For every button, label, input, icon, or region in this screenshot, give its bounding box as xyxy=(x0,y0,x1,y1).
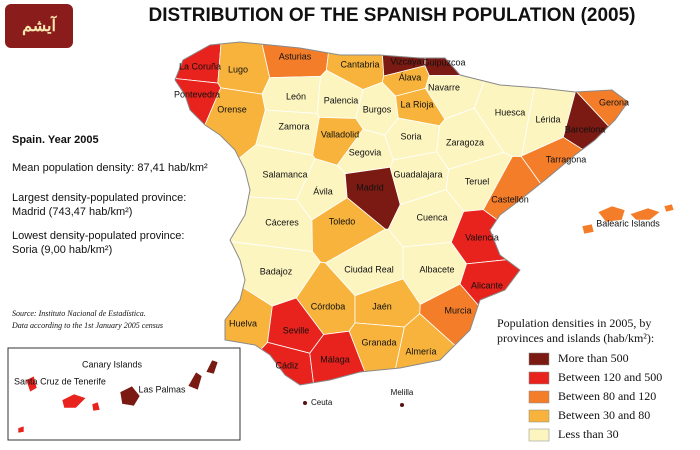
legend-label: Less than 30 xyxy=(558,427,619,441)
province-label: Pontevedra xyxy=(174,89,220,99)
province-label: Tarragona xyxy=(546,154,587,164)
province-label: Cádiz xyxy=(275,360,299,370)
city-label: Melilla xyxy=(391,388,414,397)
province-label: Burgos xyxy=(363,104,392,114)
island xyxy=(205,359,219,375)
province-label: Almería xyxy=(405,346,436,356)
island xyxy=(581,223,595,235)
legend-label: More than 500 xyxy=(558,351,629,365)
province-label: Albacete xyxy=(419,264,454,274)
province-label: Jaén xyxy=(372,301,392,311)
island xyxy=(663,203,675,213)
province-label: Castellón xyxy=(491,194,529,204)
legend-label: Between 30 and 80 xyxy=(558,408,650,422)
province-label: Cantabria xyxy=(340,59,379,69)
province-label: Huelva xyxy=(229,318,257,328)
province-label: Valladolid xyxy=(321,129,359,139)
legend-swatch xyxy=(528,409,550,423)
source: Source: Instituto Nacional de Estadístic… xyxy=(12,309,146,318)
province-label: Murcia xyxy=(444,305,471,315)
canary-islands: Santa Cruz de Tenerife Las Palmas xyxy=(14,359,219,434)
city-dot xyxy=(400,403,404,407)
province xyxy=(175,42,223,84)
province xyxy=(424,42,522,76)
info-line: Lowest density-populated province: xyxy=(12,230,184,242)
province-label: La Rioja xyxy=(400,99,433,109)
province-label: Salamanca xyxy=(262,169,307,179)
logo-text: آيشم xyxy=(22,14,57,36)
title: DISTRIBUTION OF THE SPANISH POPULATION (… xyxy=(148,5,635,26)
legend-swatch xyxy=(528,371,550,385)
province-label: Málaga xyxy=(320,354,350,364)
province-label: Madrid xyxy=(356,182,384,192)
province-label: Seville xyxy=(283,325,310,335)
legend-label: Between 80 and 120 xyxy=(558,389,656,403)
province-label: Guipuzcoa xyxy=(422,57,465,67)
province-label: Zamora xyxy=(278,121,309,131)
label-layer: La Coruña Lugo Asturias Cantabria Vizcaya Gui… xyxy=(174,51,629,370)
info-heading: Spain. Year 2005 xyxy=(12,134,99,146)
island xyxy=(25,375,38,393)
province-label: Vizcaya xyxy=(390,56,421,66)
province-label: La Coruña xyxy=(179,61,221,71)
province-label: Alicante xyxy=(471,280,503,290)
source: Data according to the 1st January 2005 c… xyxy=(11,321,163,330)
island xyxy=(119,385,141,407)
province-label: Huesca xyxy=(495,107,526,117)
province-label: Álava xyxy=(399,72,422,82)
legend: More than 500 Between 120 and 500 Between … xyxy=(528,351,662,442)
province-label: Balearic Islands xyxy=(596,218,660,228)
province xyxy=(217,42,271,95)
legend-title: provinces and islands (hab/km²): xyxy=(497,331,654,345)
province-label: Cuenca xyxy=(416,212,447,222)
legend-label: Between 120 and 500 xyxy=(558,370,662,384)
province-label: Guadalajara xyxy=(393,169,442,179)
province-label: Toledo xyxy=(329,216,356,226)
info-line: Mean population density: 87,41 hab/km² xyxy=(12,162,208,174)
city-label: Ceuta xyxy=(311,398,333,407)
province-label: Zaragoza xyxy=(446,137,484,147)
province-label: Badajoz xyxy=(260,266,293,276)
province-label: León xyxy=(286,91,306,101)
spain-outline xyxy=(174,41,629,386)
logo-badge xyxy=(5,4,73,48)
info-line: Soria (9,00 hab/km²) xyxy=(12,244,112,256)
province-label: Valencia xyxy=(465,232,499,242)
province-label: Orense xyxy=(217,104,247,114)
province-label: Las Palmas xyxy=(138,384,186,394)
province-label: Asturias xyxy=(279,51,312,61)
province-label: Córdoba xyxy=(311,301,346,311)
island xyxy=(597,205,626,223)
legend-title: Population densities in 2005, by xyxy=(497,316,651,330)
island xyxy=(61,393,87,409)
island xyxy=(187,371,203,391)
province-label: Palencia xyxy=(324,95,359,105)
province-label: Soria xyxy=(400,131,421,141)
province-label: Ciudad Real xyxy=(344,264,394,274)
legend-swatch xyxy=(528,390,550,404)
island xyxy=(629,207,661,221)
province-label: Lugo xyxy=(228,64,248,74)
inset-title: Canary Islands xyxy=(82,359,143,369)
province-label: Cáceres xyxy=(265,217,299,227)
province-label: Navarre xyxy=(428,82,460,92)
legend-swatch xyxy=(528,428,550,442)
city-dot xyxy=(303,401,307,405)
island xyxy=(17,425,25,434)
province-label: Teruel xyxy=(465,176,490,186)
info-line: Madrid (743,47 hab/km²) xyxy=(12,206,132,218)
info-line: Largest density-populated province: xyxy=(12,192,186,204)
province-label: Santa Cruz de Tenerife xyxy=(14,376,106,386)
legend-swatch xyxy=(528,352,550,366)
province-label: Segovia xyxy=(349,147,382,157)
province-label: Gerona xyxy=(599,97,629,107)
province-label: Barcelona xyxy=(565,124,606,134)
province-label: Lérida xyxy=(535,114,560,124)
province-label: Ávila xyxy=(313,186,333,196)
island xyxy=(91,401,101,412)
province-label: Granada xyxy=(361,337,396,347)
